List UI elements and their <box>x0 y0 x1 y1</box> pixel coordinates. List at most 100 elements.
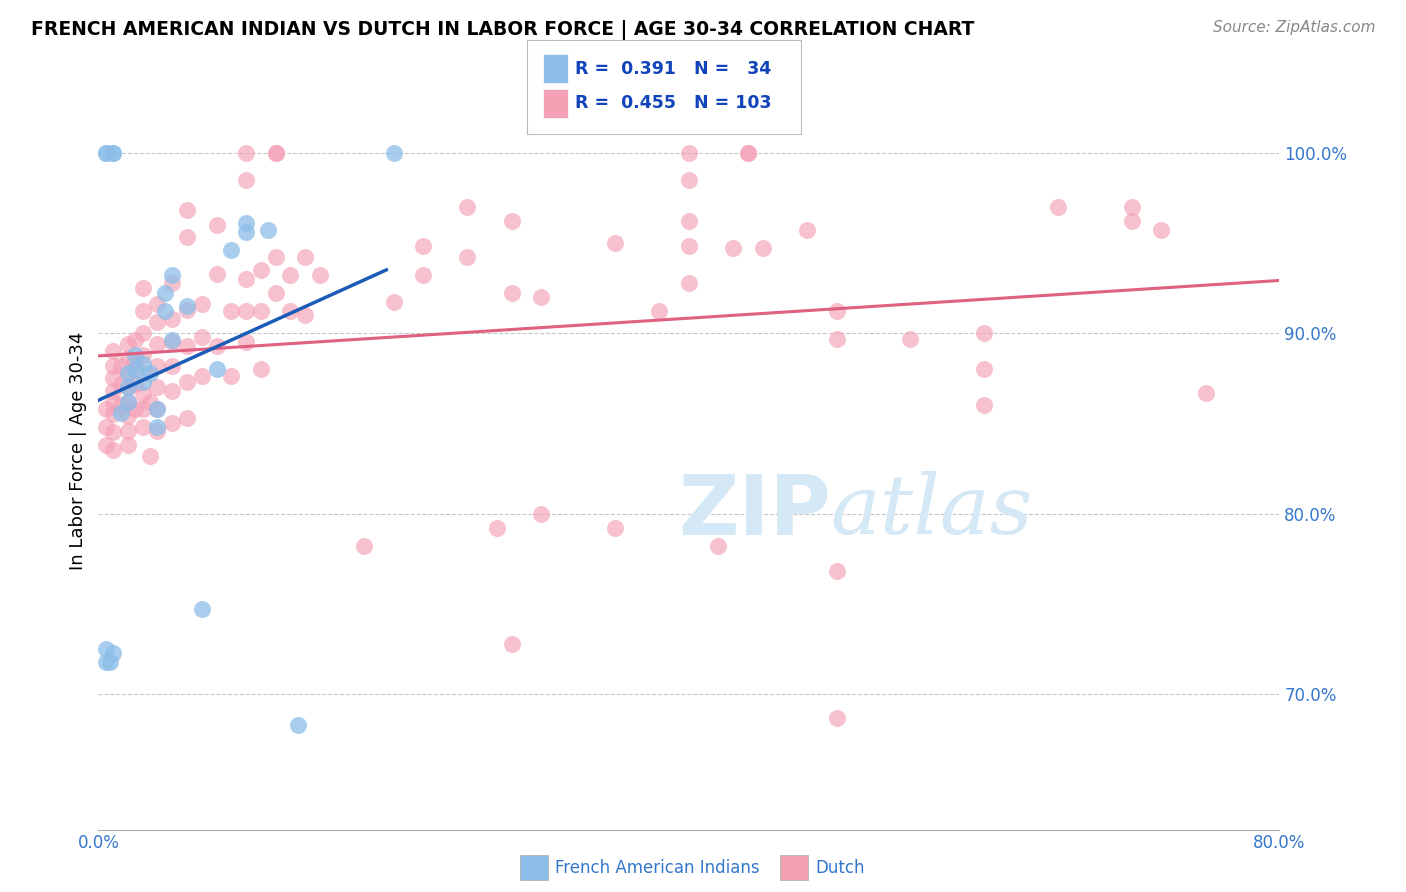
Point <box>117 380 139 394</box>
Point <box>280 304 302 318</box>
Point <box>1150 223 1173 237</box>
Point <box>457 200 479 214</box>
Point <box>605 235 627 250</box>
Point <box>132 375 155 389</box>
Point <box>973 326 995 340</box>
Point <box>176 203 198 218</box>
Point <box>309 268 332 283</box>
Point <box>162 417 183 431</box>
Text: Dutch: Dutch <box>815 859 865 877</box>
Point <box>678 172 700 186</box>
Point <box>382 145 405 160</box>
Point <box>235 145 257 160</box>
Point <box>103 384 125 398</box>
Point <box>94 438 117 452</box>
Point <box>146 337 169 351</box>
Point <box>176 411 198 425</box>
Point <box>205 267 228 281</box>
Point <box>110 359 132 373</box>
Point <box>294 250 316 264</box>
Point <box>117 351 139 366</box>
Point <box>191 369 214 384</box>
Point <box>132 387 155 401</box>
Point <box>205 218 228 232</box>
Text: French American Indians: French American Indians <box>555 859 761 877</box>
Point <box>103 425 125 440</box>
Point <box>124 353 146 368</box>
Text: ZIP: ZIP <box>678 471 831 551</box>
Point <box>146 315 169 329</box>
Point <box>737 145 759 160</box>
Point <box>235 304 257 318</box>
Point <box>825 711 848 725</box>
Point <box>205 362 228 376</box>
Point <box>825 565 848 579</box>
Point <box>530 290 553 304</box>
Point <box>221 243 243 257</box>
Point <box>221 304 243 318</box>
Point <box>132 281 155 295</box>
Point <box>486 521 509 535</box>
Point <box>132 357 155 371</box>
Point <box>146 359 169 373</box>
Point <box>132 348 155 362</box>
Point <box>94 145 117 160</box>
Point <box>191 602 214 616</box>
Point <box>146 424 169 438</box>
Point <box>382 295 405 310</box>
Point <box>648 304 671 318</box>
Point <box>250 263 273 277</box>
Point <box>153 286 176 301</box>
Point <box>221 369 243 384</box>
Point <box>1195 385 1218 400</box>
Point <box>530 507 553 521</box>
Point <box>973 362 995 376</box>
Point <box>191 297 214 311</box>
Point <box>103 443 125 458</box>
Point <box>678 145 700 160</box>
Point <box>117 438 139 452</box>
Point <box>117 394 139 409</box>
Point <box>117 337 139 351</box>
Point <box>132 326 155 340</box>
Point <box>235 225 257 239</box>
Point <box>94 642 117 657</box>
Point <box>132 366 155 380</box>
Point <box>235 172 257 186</box>
Point <box>103 145 125 160</box>
Point <box>457 250 479 264</box>
Point <box>124 348 146 362</box>
Point <box>176 302 198 317</box>
Point <box>235 272 257 286</box>
Point <box>162 311 183 326</box>
Point <box>146 297 169 311</box>
Point <box>678 239 700 253</box>
Point <box>132 304 155 318</box>
Point <box>257 223 280 237</box>
Point <box>132 401 155 416</box>
Point <box>162 335 183 350</box>
Point <box>162 384 183 398</box>
Point <box>235 335 257 350</box>
Text: R =  0.455   N = 103: R = 0.455 N = 103 <box>575 95 772 112</box>
Text: R =  0.391   N =   34: R = 0.391 N = 34 <box>575 60 772 78</box>
Point <box>132 420 155 434</box>
Point <box>146 401 169 416</box>
Point <box>124 334 146 348</box>
Point <box>139 449 162 463</box>
Point <box>103 344 125 359</box>
Point <box>250 304 273 318</box>
Point <box>294 308 316 322</box>
Point <box>110 376 132 391</box>
Point <box>264 145 287 160</box>
Point <box>264 145 287 160</box>
Point <box>1046 200 1070 214</box>
Point <box>124 362 146 376</box>
Point <box>176 230 198 244</box>
Point <box>723 241 745 255</box>
Point <box>825 332 848 346</box>
Point <box>103 646 125 660</box>
Point <box>900 332 922 346</box>
Point <box>162 276 183 290</box>
Point <box>412 268 434 283</box>
